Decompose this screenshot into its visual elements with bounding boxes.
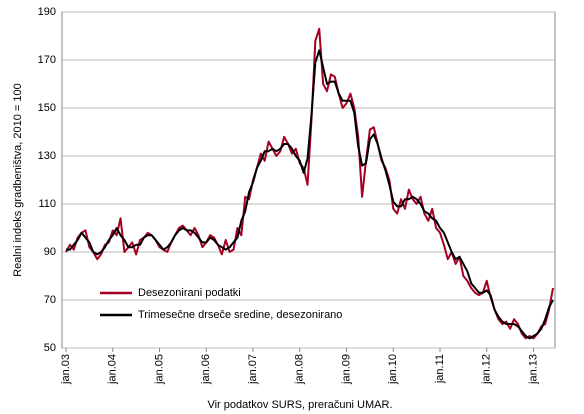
x-tick-label: jan.03: [60, 354, 72, 385]
y-tick-label: 50: [44, 342, 56, 354]
x-tick-label: jan.13: [527, 354, 539, 385]
x-tick-label: jan.11: [434, 354, 446, 384]
source-note: Vir podatkov SURS, preračuni UMAR.: [207, 399, 392, 411]
x-tick-label: jan.08: [294, 354, 306, 385]
series-line: [65, 27, 554, 340]
x-tick-label: jan.05: [153, 354, 165, 385]
y-tick-label: 150: [38, 102, 56, 114]
y-axis-title: Realni indeks gradbeništva, 2010 = 100: [12, 83, 24, 277]
y-tick-label: 130: [38, 150, 56, 162]
x-tick-label: jan.10: [387, 354, 399, 385]
x-tick-label: jan.09: [340, 354, 352, 385]
x-tick-label: jan.12: [481, 354, 493, 385]
y-tick-label: 90: [44, 246, 56, 258]
x-tick-label: jan.04: [107, 354, 119, 385]
x-tick-label: jan.07: [247, 354, 259, 385]
y-tick-label: 110: [38, 198, 56, 210]
legend-label: Desezonirani podatki: [138, 287, 241, 299]
series-line: [66, 49, 554, 340]
x-tick-label: jan.06: [200, 354, 212, 385]
legend-label: Trimesečne drseče sredine, desezonirano: [138, 309, 342, 321]
y-tick-label: 170: [38, 54, 56, 66]
y-tick-label: 190: [38, 6, 56, 18]
y-tick-label: 70: [44, 294, 56, 306]
